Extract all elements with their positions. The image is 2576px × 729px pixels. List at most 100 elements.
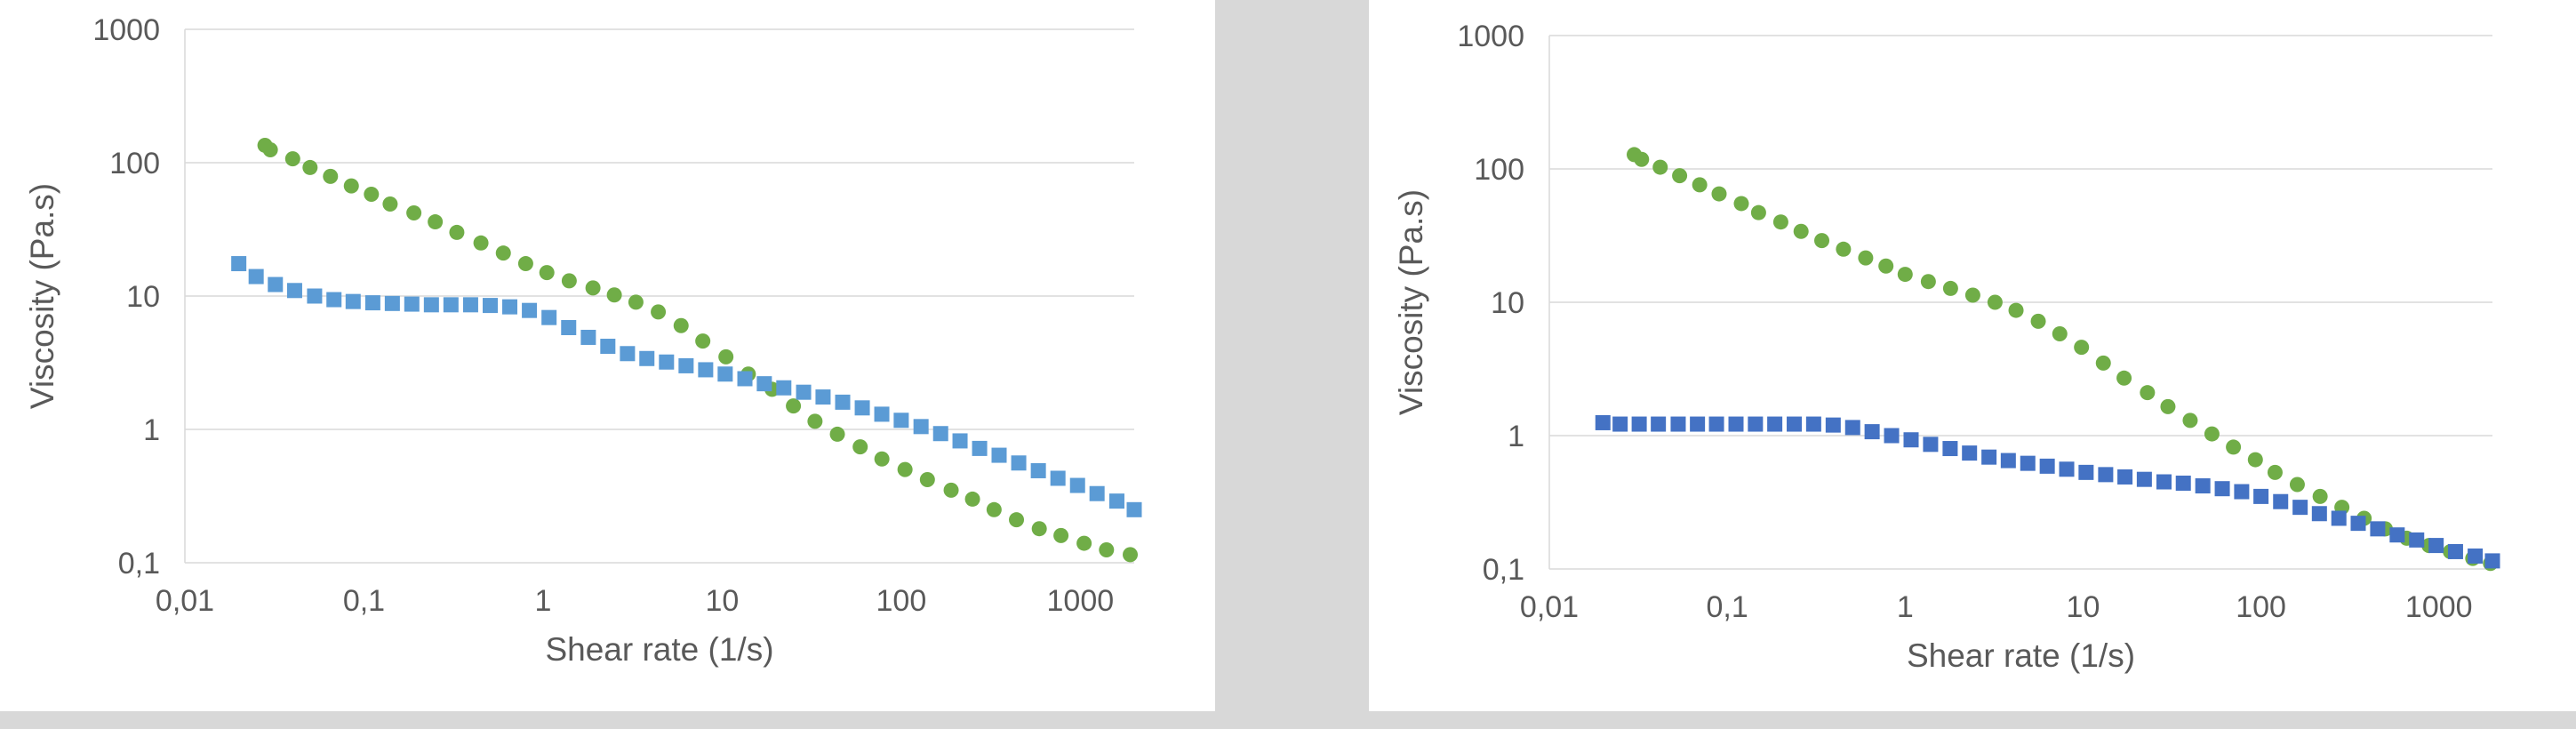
data-point (1708, 416, 1724, 432)
data-point (659, 354, 675, 370)
data-point (815, 389, 831, 405)
data-point (1672, 168, 1688, 184)
data-point (1805, 416, 1821, 432)
data-point (986, 501, 1002, 517)
data-point (600, 339, 616, 355)
data-point (1897, 267, 1913, 283)
data-point (1858, 250, 1874, 266)
data-point (1634, 151, 1650, 167)
data-point (1844, 420, 1860, 436)
data-point (1126, 501, 1142, 517)
data-point (483, 298, 499, 314)
data-point (852, 439, 868, 455)
data-point (268, 276, 284, 292)
data-point (1750, 204, 1766, 220)
data-point (2175, 475, 2191, 491)
data-point (1612, 416, 1628, 432)
data-point (443, 297, 459, 313)
data-point (2214, 481, 2230, 497)
x-tick-label: 1000 (1047, 584, 1115, 618)
data-point (2247, 452, 2263, 468)
data-point (2008, 302, 2024, 318)
data-point (1631, 416, 1647, 432)
x-tick-label: 10 (2067, 590, 2100, 624)
data-point (1793, 223, 1809, 239)
x-tick-label: 0,1 (343, 584, 385, 618)
x-tick-label: 100 (876, 584, 927, 618)
data-point (2389, 527, 2405, 543)
data-point (1030, 462, 1046, 478)
data-point (1728, 416, 1744, 432)
data-point (1964, 287, 1980, 303)
data-point (1767, 416, 1783, 432)
data-point (639, 350, 655, 366)
data-point (1089, 485, 1105, 501)
data-point (1670, 416, 1686, 432)
data-point (1748, 416, 1764, 432)
data-point (1690, 416, 1706, 432)
data-point (2267, 464, 2283, 480)
data-point (284, 151, 300, 167)
data-point (964, 491, 980, 507)
data-point (651, 304, 667, 320)
data-point (462, 297, 478, 313)
data-point (2052, 325, 2068, 341)
data-point (776, 380, 792, 396)
data-point (952, 433, 968, 449)
x-tick-label: 100 (2236, 590, 2286, 624)
data-point (1772, 214, 1788, 230)
data-point (502, 299, 518, 315)
data-point (323, 168, 339, 184)
data-point (449, 224, 465, 240)
data-point (943, 482, 959, 498)
data-point (1981, 449, 1997, 465)
series-circles (257, 137, 1139, 563)
y-tick-label: 1 (1508, 420, 1524, 453)
data-point (2289, 477, 2305, 493)
data-point (2234, 484, 2250, 500)
series-circles (1626, 147, 2499, 572)
series-squares (231, 256, 1142, 517)
data-point (1920, 274, 1936, 290)
data-point (517, 256, 533, 272)
y-tick-label: 10 (1491, 286, 1524, 320)
data-point (737, 371, 753, 387)
data-point (1884, 428, 1900, 444)
data-point (404, 296, 420, 312)
data-point (423, 297, 439, 313)
y-tick-label: 10 (126, 280, 160, 314)
data-point (2226, 439, 2242, 455)
data-point (286, 283, 302, 299)
x-tick-label: 10 (705, 584, 739, 618)
data-point (695, 333, 711, 349)
data-point (897, 461, 913, 477)
chart-panel-left: 0,1 1 10 100 1000 0,01 0,1 1 10 100 1000 Shear rate… (0, 0, 1215, 711)
data-point (807, 413, 823, 429)
y-tick-label: 100 (1474, 153, 1524, 187)
data-point (756, 376, 772, 392)
data-point (262, 141, 278, 157)
data-point (2468, 548, 2484, 564)
data-point (2331, 510, 2347, 526)
y-tick-label: 100 (109, 147, 160, 180)
data-point (1962, 445, 1978, 461)
data-point (1825, 417, 1841, 433)
data-point (382, 196, 398, 212)
data-point (2311, 506, 2327, 522)
data-point (2098, 467, 2114, 483)
x-tick-label: 1000 (2405, 590, 2473, 624)
y-axis-title: Viscosity (Pa.s) (1393, 189, 1429, 415)
data-point (1942, 280, 1958, 296)
data-point (2204, 426, 2220, 442)
x-tick-label: 0,1 (1707, 590, 1748, 624)
data-point (854, 400, 870, 416)
data-point (1053, 527, 1069, 543)
data-point (2484, 553, 2500, 569)
data-point (919, 472, 935, 488)
data-point (2116, 370, 2132, 386)
data-point (1878, 258, 1894, 274)
data-point (1987, 294, 2003, 310)
data-point (2160, 398, 2176, 414)
